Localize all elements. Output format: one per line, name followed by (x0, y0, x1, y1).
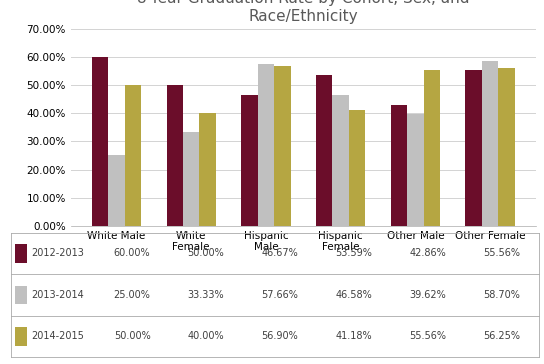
Text: 41.18%: 41.18% (336, 331, 372, 341)
Text: 56.90%: 56.90% (262, 331, 298, 341)
Bar (183, 132, 200, 226)
Text: 2014-2015: 2014-2015 (32, 331, 84, 341)
Text: 56.25%: 56.25% (483, 331, 520, 341)
Bar (482, 61, 498, 226)
Bar (349, 110, 365, 226)
Text: 39.62%: 39.62% (409, 290, 446, 300)
Bar (166, 85, 183, 226)
FancyBboxPatch shape (15, 285, 27, 304)
FancyBboxPatch shape (15, 244, 27, 263)
Text: 50.00%: 50.00% (114, 331, 151, 341)
Text: 42.86%: 42.86% (409, 248, 446, 258)
Title: 8-Year Graduation Rate by Cohort, Sex, and
Race/Ethnicity: 8-Year Graduation Rate by Cohort, Sex, a… (137, 0, 469, 24)
Bar (391, 105, 407, 226)
Bar (125, 85, 141, 226)
Bar (332, 95, 349, 226)
Text: 53.59%: 53.59% (336, 248, 372, 258)
Text: 60.00%: 60.00% (114, 248, 151, 258)
Bar (258, 64, 274, 226)
Bar (498, 68, 515, 226)
Bar (316, 75, 332, 226)
FancyBboxPatch shape (15, 327, 27, 346)
Text: 25.00%: 25.00% (114, 290, 151, 300)
Bar (274, 66, 290, 226)
Bar (200, 113, 216, 226)
Bar (242, 95, 258, 226)
Text: 55.56%: 55.56% (483, 248, 520, 258)
Bar (424, 70, 440, 226)
Bar (92, 57, 108, 226)
Bar (108, 155, 125, 226)
Text: 46.67%: 46.67% (262, 248, 298, 258)
Text: 50.00%: 50.00% (188, 248, 225, 258)
Text: 33.33%: 33.33% (188, 290, 224, 300)
Text: 58.70%: 58.70% (483, 290, 520, 300)
Text: 46.58%: 46.58% (336, 290, 372, 300)
Text: 55.56%: 55.56% (409, 331, 446, 341)
Text: 2012-2013: 2012-2013 (32, 248, 84, 258)
Text: 57.66%: 57.66% (262, 290, 298, 300)
Bar (466, 70, 482, 226)
Text: 40.00%: 40.00% (188, 331, 224, 341)
Bar (407, 114, 424, 226)
Text: 2013-2014: 2013-2014 (32, 290, 84, 300)
